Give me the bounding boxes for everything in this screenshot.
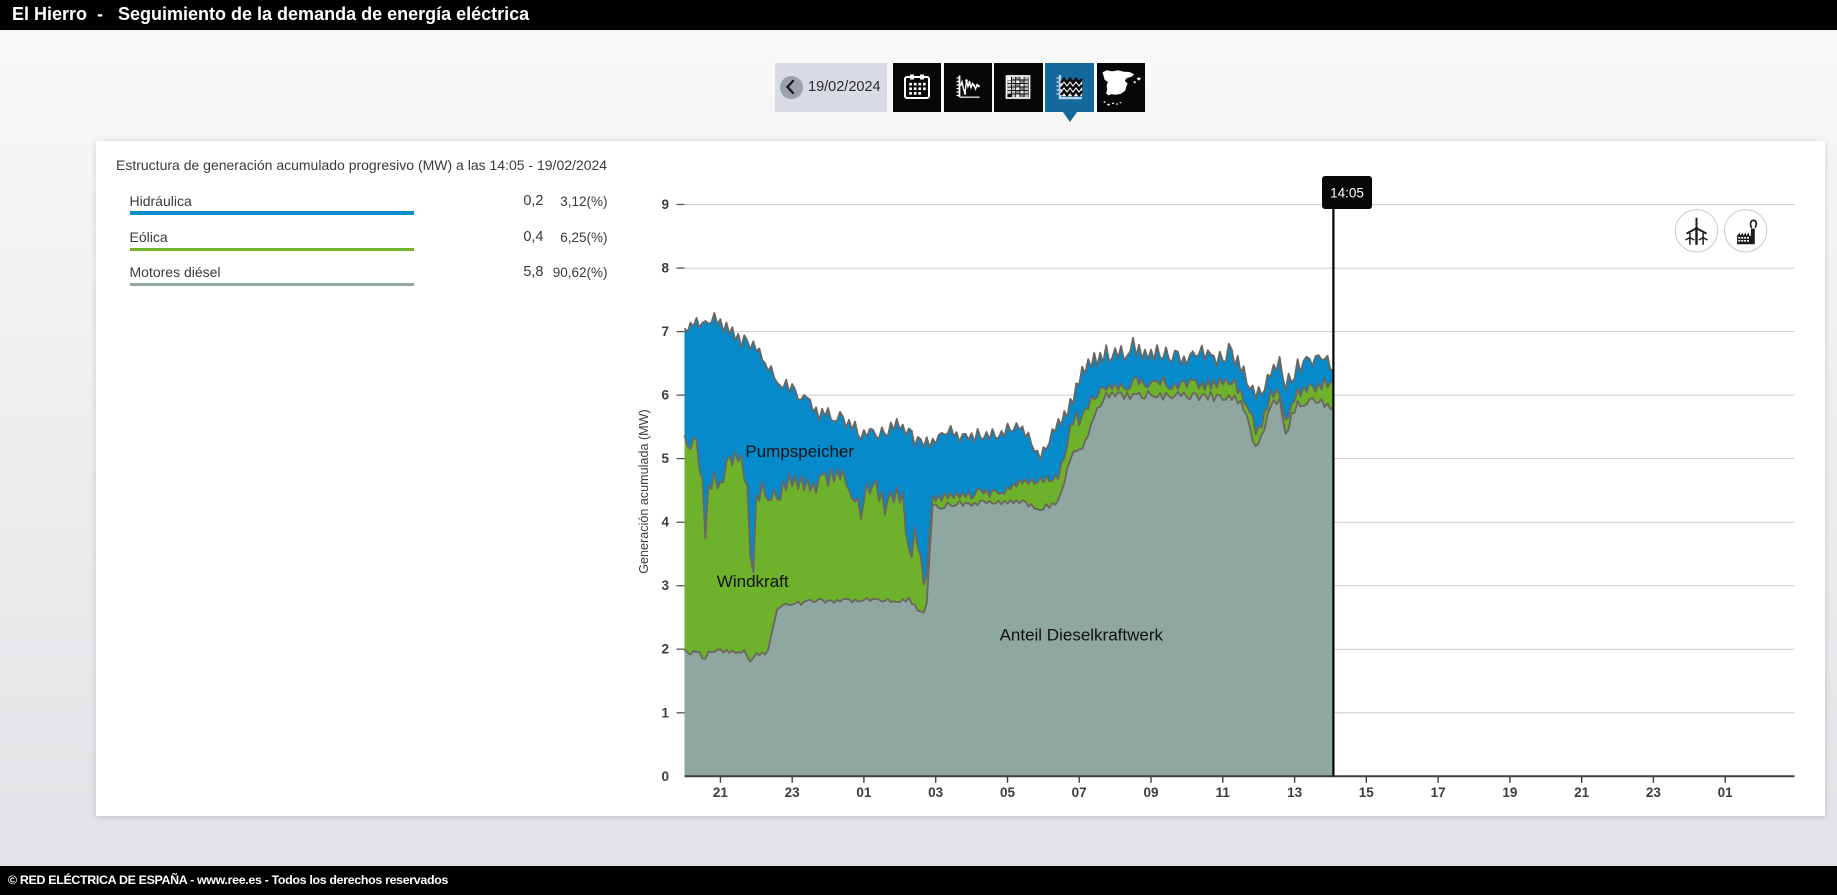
svg-text:5: 5	[661, 451, 669, 466]
svg-text:09: 09	[1143, 785, 1158, 800]
svg-text:8: 8	[661, 261, 669, 276]
svg-text:2: 2	[661, 642, 669, 657]
svg-text:3: 3	[661, 578, 669, 593]
svg-text:Windkraft: Windkraft	[717, 572, 789, 591]
svg-text:03: 03	[928, 785, 944, 800]
svg-text:01: 01	[856, 785, 872, 800]
svg-text:11: 11	[1216, 785, 1231, 800]
svg-text:23: 23	[1646, 785, 1662, 800]
svg-text:0: 0	[661, 769, 669, 784]
svg-text:15: 15	[1359, 785, 1375, 800]
svg-text:05: 05	[1000, 785, 1016, 800]
svg-text:9: 9	[661, 197, 669, 212]
svg-text:4: 4	[661, 515, 669, 530]
svg-text:Pumpspeicher: Pumpspeicher	[745, 442, 854, 461]
svg-text:23: 23	[785, 785, 801, 800]
svg-text:7: 7	[661, 324, 669, 339]
svg-text:19: 19	[1502, 785, 1517, 800]
svg-text:Anteil Dieselkraftwerk: Anteil Dieselkraftwerk	[1000, 626, 1164, 645]
svg-text:17: 17	[1431, 785, 1446, 800]
svg-text:1: 1	[661, 705, 669, 720]
svg-text:13: 13	[1287, 785, 1303, 800]
svg-text:14:05: 14:05	[1330, 186, 1364, 201]
svg-text:Generación acumulada (MW): Generación acumulada (MW)	[637, 409, 651, 573]
svg-text:6: 6	[661, 388, 669, 403]
svg-text:21: 21	[1574, 785, 1590, 800]
svg-text:21: 21	[713, 785, 729, 800]
svg-text:01: 01	[1718, 785, 1734, 800]
svg-text:07: 07	[1072, 785, 1087, 800]
